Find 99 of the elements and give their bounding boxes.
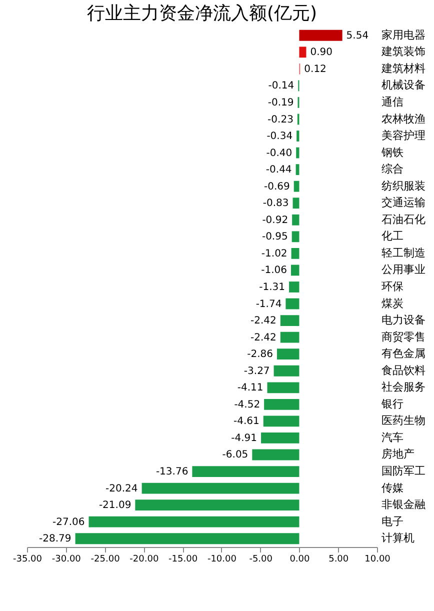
data-label: -2.42: [250, 332, 276, 344]
y-tick-label: 传媒: [382, 481, 404, 494]
bar: [142, 482, 300, 494]
data-label: -0.92: [262, 214, 288, 226]
data-label: -1.02: [261, 248, 288, 260]
data-label: -0.34: [266, 131, 293, 142]
bar: [135, 500, 300, 511]
data-label: -13.76: [156, 466, 188, 478]
bar: [294, 180, 300, 192]
x-tick-label: 10.00: [364, 554, 391, 564]
y-tick-label: 商贸零售: [382, 330, 426, 344]
y-tick-label: 交通运输: [382, 196, 426, 210]
x-tick-label: -30.00: [52, 554, 82, 564]
bar: [75, 533, 300, 544]
y-tick-label: 电子: [382, 514, 404, 528]
y-tick-label: 社会服务: [382, 380, 426, 394]
data-label: -3.27: [244, 366, 270, 377]
y-tick-label: 农林牧渔: [382, 112, 426, 126]
x-tick-label: 5.00: [328, 554, 349, 564]
y-tick-label: 煤炭: [382, 296, 404, 310]
x-tick-label: 0.00: [290, 554, 310, 564]
y-tick-label: 汽车: [382, 430, 404, 444]
y-tick-label: 轻工制造: [382, 246, 426, 260]
bar: [292, 214, 300, 226]
bar: [292, 231, 300, 242]
bar: [299, 46, 306, 58]
y-tick-label: 建筑材料: [380, 62, 426, 75]
bar: [276, 348, 300, 360]
bar: [88, 516, 300, 528]
data-label: -0.14: [268, 80, 294, 92]
data-label: -4.91: [231, 432, 258, 444]
y-tick-label: 医药生物: [382, 414, 426, 428]
bar: [274, 365, 300, 376]
bar: [291, 248, 300, 259]
bar: [292, 198, 300, 209]
data-label: -0.44: [266, 164, 292, 176]
y-tick-label: 公用事业: [382, 263, 426, 276]
bar: [290, 264, 300, 276]
data-label: -0.19: [268, 97, 294, 108]
y-tick-label: 家用电器: [382, 28, 426, 42]
x-tick-label: -15.00: [168, 554, 198, 564]
data-label: -21.09: [98, 500, 132, 512]
data-label: -0.95: [262, 232, 288, 243]
y-tick-label: 有色金属: [382, 347, 426, 360]
data-label: 0.12: [304, 64, 326, 75]
x-tick-label: -5.00: [249, 554, 273, 564]
data-label: 0.90: [310, 47, 332, 58]
data-label: -2.42: [250, 316, 276, 327]
y-tick-label: 计算机: [382, 532, 414, 545]
x-tick-label: -20.00: [130, 554, 159, 564]
data-label: -1.06: [261, 265, 287, 276]
y-tick-label: 建筑装饰: [380, 45, 426, 58]
bar: [296, 130, 300, 142]
data-label: -0.83: [262, 198, 289, 210]
y-tick-label: 银行: [380, 397, 404, 410]
data-label: -27.06: [52, 516, 85, 528]
bar: [192, 466, 300, 477]
data-label: -0.40: [266, 148, 292, 159]
data-label: 5.54: [346, 30, 369, 42]
bar: [280, 332, 300, 343]
data-label: -0.69: [264, 181, 290, 192]
y-tick-label: 美容护理: [382, 129, 426, 142]
y-tick-label: 电力设备: [382, 314, 426, 327]
x-tick-label: -10.00: [207, 554, 237, 564]
y-tick-label: 房地产: [382, 448, 414, 461]
bar: [264, 398, 300, 410]
data-label: -1.74: [256, 298, 282, 310]
y-tick-label: 综合: [382, 162, 404, 176]
y-tick-label: 环保: [382, 280, 404, 293]
bar: [296, 147, 300, 158]
data-label: -0.23: [268, 114, 294, 126]
data-label: -4.11: [237, 382, 264, 394]
y-tick-label: 钢铁: [380, 146, 404, 159]
y-tick-label: 纺织服装: [382, 179, 426, 192]
data-label: -2.86: [247, 349, 273, 360]
x-tick-label: -35.00: [12, 554, 42, 564]
data-label: -6.05: [222, 450, 248, 461]
data-label: -4.61: [233, 416, 260, 428]
y-tick-label: 机械设备: [382, 78, 426, 92]
bar: [252, 449, 300, 460]
x-tick-label: -25.00: [90, 554, 120, 564]
bar: [267, 382, 300, 394]
bar: [289, 282, 300, 292]
y-tick-label: 石油石化: [382, 212, 426, 226]
bar: [286, 298, 300, 310]
bar: [280, 315, 300, 326]
y-tick-label: 食品饮料: [382, 364, 426, 377]
bar: [263, 416, 300, 427]
bar: [261, 432, 300, 444]
data-label: -28.79: [39, 534, 72, 545]
bar: [299, 30, 342, 41]
y-tick-label: 化工: [382, 230, 404, 243]
chart-title: 行业主力资金净流入额(亿元): [86, 3, 318, 24]
y-tick-label: 通信: [382, 95, 404, 108]
y-tick-label: 国防军工: [382, 464, 426, 478]
data-label: -1.31: [259, 282, 286, 293]
y-tick-label: 非银金融: [382, 498, 426, 512]
data-label: -4.52: [234, 399, 260, 410]
data-label: -20.24: [106, 483, 138, 494]
